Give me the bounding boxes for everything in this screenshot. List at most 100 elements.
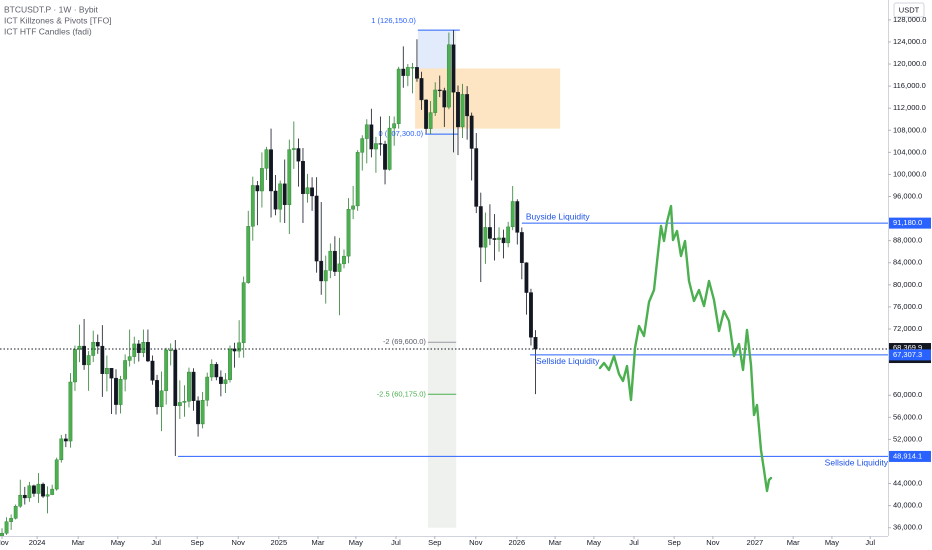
candle-body [114,377,118,405]
candle-body [310,187,314,197]
indicator-name: ICT HTF Candles (fadi) [4,26,92,36]
candle-body [451,44,456,93]
x-tick-label: Sep [190,538,203,547]
candle-body [337,263,342,272]
unit-label[interactable]: USDT [899,5,920,14]
liquidity-label: Sellside Liquidity [825,458,889,468]
candle-body [328,250,333,271]
candle-body [4,521,9,534]
candle-body [529,292,533,338]
candle-body [410,67,415,69]
candle-body [437,89,442,91]
candle-body [196,400,200,425]
y-tick-label: 128,000.0 [893,15,926,24]
candle-body [392,123,397,129]
candle-body [510,201,515,228]
x-tick-label: May [349,538,363,547]
candle-body [360,138,365,153]
liquidity-label: Sellside Liquidity [536,356,600,366]
candle-body [13,505,18,519]
candle-body [223,379,228,384]
candle-body [209,364,214,378]
symbol-title: BTCUSDT.P · 1W · Bybit [4,4,98,14]
y-tick-label: 76,000.0 [893,302,922,311]
candle-body [332,250,337,272]
candle-body [68,381,73,442]
candle-body [255,185,260,192]
y-tick-label: 36,000.0 [893,523,922,532]
candle-body [54,459,59,490]
x-tick-label: 2027 [747,538,764,547]
fib-label: 0 (107,300.0) [379,129,424,138]
candle-body [287,149,292,205]
candle-body [36,483,41,494]
candle-body [415,67,419,79]
y-tick-label: 88,000.0 [893,236,922,245]
fib-label: -2 (69,600.0) [383,337,426,346]
fib-label: 1 (126,150.0) [371,16,416,25]
x-tick-label: 2025 [270,538,287,547]
candle-body [191,371,196,401]
candle-body [355,152,360,207]
candle-body [433,89,438,113]
candle-body [460,94,465,128]
candle-body [18,494,23,507]
x-tick-label: Nov [706,538,720,547]
candle-body [41,483,45,497]
candle-body [446,44,451,108]
candle-body [63,438,68,442]
candle-body [387,127,392,170]
candle-body [155,380,159,408]
y-tick-label: 40,000.0 [893,501,922,510]
x-tick-label: Nov [0,538,9,547]
candle-body [100,345,105,374]
x-tick-label: May [111,538,125,547]
candle-body [250,185,255,227]
candle-body [73,349,77,383]
candle-body [59,438,64,461]
candle-body [82,345,86,366]
candle-body [478,206,483,248]
candle-body [465,94,470,117]
liquidity-label: Buyside Liquidity [526,211,591,221]
candle-body [305,187,310,194]
candle-body [483,227,488,248]
candle-body [401,68,406,76]
candle-body [50,488,55,495]
y-tick-label: 72,000.0 [893,324,922,333]
y-tick-label: 116,000.0 [893,81,926,90]
x-tick-label: Jul [865,538,875,547]
candle-body [524,262,529,293]
candle-body [95,342,100,347]
candle-body [228,348,232,380]
candle-body [291,148,296,150]
candle-body [474,148,479,207]
y-tick-label: 124,000.0 [893,37,926,46]
candle-body [218,376,223,384]
candle-body [237,342,242,352]
y-tick-label: 60,000.0 [893,390,922,399]
candle-body [374,143,378,150]
y-tick-label: 84,000.0 [893,258,922,267]
candle-body [246,226,251,283]
candle-body [109,367,114,379]
candle-body [200,400,205,425]
y-tick-label: 80,000.0 [893,280,922,289]
level-badge-label: 67,307.3 [893,350,922,359]
x-tick-label: Sep [667,538,680,547]
unit-box[interactable] [893,2,925,18]
y-tick-label: 120,000.0 [893,59,926,68]
indicator-name: ICT Killzones & Pivots [TFO] [4,15,112,25]
candle-body [405,67,410,76]
x-tick-label: 2024 [29,538,46,547]
x-tick-label: May [825,538,839,547]
zone [415,68,561,129]
level-badge-label: 48,914.1 [893,451,922,460]
candle-body [150,360,155,381]
candle-body [506,226,511,244]
level-badge [889,217,931,229]
candle-body [173,349,178,406]
level-badge [889,450,931,462]
